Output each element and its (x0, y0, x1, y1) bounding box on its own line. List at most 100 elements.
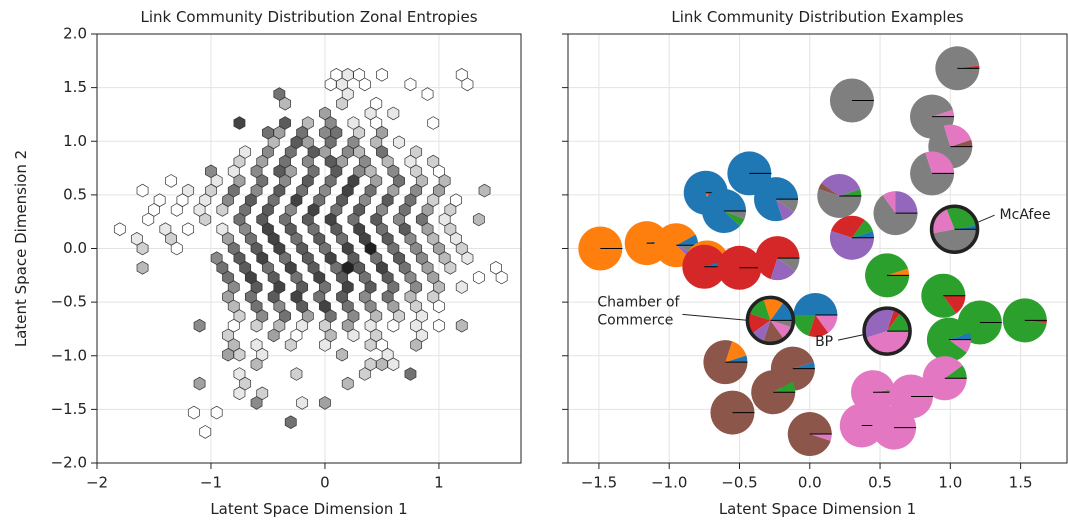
hex-cell (210, 405, 223, 420)
hex-cell (376, 67, 388, 82)
pie-glyph (1002, 298, 1047, 343)
pie-wedge (793, 314, 816, 336)
x-tick-label: 0 (320, 474, 330, 492)
pie-wedge (866, 331, 910, 354)
hex-cell (170, 203, 183, 217)
x-tick-label: −1.5 (581, 474, 617, 492)
x-tick-label: 1.5 (1009, 474, 1033, 492)
hex-cell (165, 174, 177, 188)
hex-cell (250, 357, 263, 372)
pie-wedge (851, 370, 896, 415)
hex-cell (455, 280, 468, 294)
annotation-text: Commerce (597, 312, 673, 328)
annotation-text: Chamber of (597, 294, 680, 310)
pie-wedge (776, 199, 799, 213)
chart-title: Link Community Distribution Examples (671, 8, 963, 26)
y-tick-label: −0.5 (51, 293, 87, 311)
y-axis-label: Latent Space Dimension 2 (12, 150, 30, 347)
pie-glyph (755, 236, 800, 281)
x-axis-label: Latent Space Dimension 1 (719, 500, 916, 518)
hex-cell (233, 386, 246, 401)
hex-cell (290, 367, 303, 381)
hex-cell (387, 357, 400, 372)
hex-cell (433, 318, 445, 333)
pie-wedge (725, 341, 747, 363)
axes-frame (567, 33, 1068, 464)
pie-wedge (865, 309, 894, 338)
hex-cell (404, 77, 417, 92)
pie-wedge (752, 320, 771, 342)
hex-cell (216, 203, 229, 217)
pie-glyph (873, 191, 918, 236)
pie-wedge (724, 210, 745, 227)
pie-wedge (776, 199, 794, 221)
pie-wedge (763, 298, 784, 321)
hex-cell (336, 96, 348, 111)
x-tick-label: 0.5 (868, 474, 892, 492)
pie-wedge (770, 320, 793, 328)
hex-cell (199, 212, 212, 227)
pie-glyph (702, 188, 747, 233)
pie-wedge (851, 219, 873, 238)
hex-cell (324, 77, 337, 92)
hex-cell (296, 396, 309, 410)
pie-wedge (932, 229, 977, 252)
pie-glyph (922, 356, 967, 401)
x-tick-label: −1 (200, 474, 222, 492)
plot: −2 −1 0 1 −2.0 −1.5 −1.0 −0.5 0.0 0.5 1.0 1.5 2.0 Lin… (12, 8, 522, 518)
hex-cell (387, 318, 400, 333)
pie-wedge (773, 381, 796, 393)
pie-wedge (943, 124, 972, 147)
pie-wedge (873, 389, 896, 393)
hex-cell (222, 347, 234, 362)
pie-glyph (862, 306, 912, 356)
marks (113, 67, 508, 439)
highlight-ring (862, 306, 912, 356)
pie-wedge (749, 299, 771, 321)
pie-glyph (829, 215, 874, 260)
hex-cell (233, 116, 246, 130)
hex-cell (472, 270, 485, 285)
hex-cell (136, 241, 149, 256)
hex-cell (279, 96, 291, 111)
y-tick-label: 2.0 (63, 25, 87, 43)
hex-cell (341, 376, 354, 391)
hex-cell (387, 106, 400, 121)
annotation-text: McAfee (1000, 207, 1051, 223)
pie-glyph (817, 173, 862, 218)
hex-cell (142, 212, 155, 227)
hex-cell (410, 338, 423, 352)
hex-cell (250, 396, 263, 410)
pie-glyph (829, 78, 874, 123)
hex-cell (250, 318, 263, 333)
hex-cell (393, 135, 405, 150)
pie-wedge (818, 183, 840, 196)
hex-cell (472, 212, 485, 227)
pie-wedge (703, 340, 748, 385)
pie-glyph (865, 253, 910, 298)
pie-wedge (887, 268, 910, 276)
pie-wedge (763, 320, 784, 343)
hex-cell (284, 338, 297, 352)
hex-cell (358, 77, 371, 92)
hex-cell (113, 222, 126, 237)
pie-wedge (926, 317, 970, 362)
pie-wedge (683, 170, 728, 215)
x-tick-label: −2 (86, 474, 108, 492)
pie-wedge (724, 210, 747, 220)
pie-glyph (929, 204, 980, 254)
pie-glyph (754, 177, 799, 222)
pie-wedge (809, 434, 832, 441)
chart-title: Link Community Distribution Zonal Entrop… (140, 8, 477, 26)
hex-cell (182, 222, 195, 237)
hex-cell (427, 116, 440, 130)
y-tick-label: 1.0 (63, 132, 87, 150)
pie-glyph (578, 226, 623, 271)
pie-wedge (821, 173, 861, 196)
y-tick-label: 0.5 (63, 185, 87, 203)
pie-wedge (910, 152, 955, 196)
hex-cell (455, 318, 468, 333)
hex-cell (347, 328, 360, 343)
hex-cell (461, 77, 474, 92)
pie-wedge (925, 151, 955, 174)
